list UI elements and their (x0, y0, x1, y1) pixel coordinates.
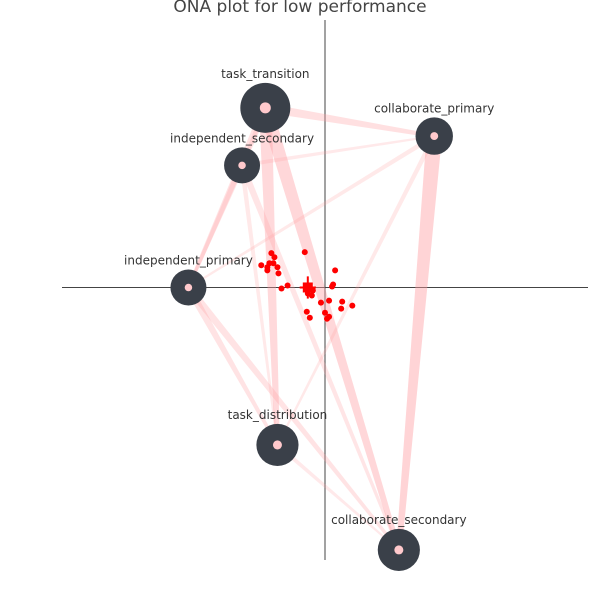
labels-layer: task_transition collaborate_primaryindepe… (124, 67, 494, 527)
node-label-task_distribution: task_distribution (228, 408, 328, 422)
nodes-layer (170, 82, 453, 571)
node-label-task_transition: task_transition (221, 67, 309, 81)
data-point (258, 262, 265, 269)
data-point (284, 282, 291, 289)
node-label-collaborate_secondary: collaborate_secondary (331, 513, 466, 527)
edge-task_transition-task_distribution (258, 107, 280, 446)
node-center-collaborate_secondary (394, 545, 404, 555)
node-label-independent_secondary: independent_secondary (170, 131, 314, 145)
data-point (274, 264, 281, 271)
data-point (303, 308, 310, 315)
node-center-task_distribution (272, 440, 282, 450)
edge-collaborate_primary-independent_primary (187, 134, 436, 289)
node-center-independent_primary (184, 283, 193, 292)
data-point (339, 298, 346, 305)
data-point (349, 302, 356, 309)
data-point (306, 314, 313, 321)
data-point (271, 254, 278, 261)
data-point (324, 315, 331, 322)
data-point (278, 285, 285, 292)
edge-task_transition-collaborate_primary (264, 103, 435, 138)
data-point (308, 292, 315, 299)
data-point (338, 305, 345, 312)
edge-collaborate_primary-task_distribution (276, 135, 437, 446)
edge-independent_primary-task_distribution (185, 285, 279, 446)
edge-independent_secondary-independent_primary (187, 164, 246, 289)
data-point (322, 309, 328, 316)
edge-independent_secondary-collaborate_primary (241, 135, 435, 168)
axes-layer (62, 20, 588, 560)
node-center-independent_secondary (238, 161, 246, 170)
data-point (317, 299, 324, 306)
edge-collaborate_primary-collaborate_secondary (396, 135, 442, 551)
data-point (329, 283, 336, 290)
edge-independent_primary-collaborate_secondary (185, 285, 401, 551)
data-point (275, 270, 282, 277)
edge-task_transition-collaborate_secondary (258, 105, 402, 551)
node-center-task_transition (259, 102, 271, 114)
mean-marker (302, 282, 313, 293)
points-layer (258, 249, 356, 322)
data-point (326, 297, 333, 304)
edges-layer (185, 103, 442, 551)
node-label-independent_primary: independent_primary (124, 253, 253, 267)
data-point (264, 267, 271, 274)
edge-independent_secondary-collaborate_secondary (239, 164, 401, 551)
node-label-collaborate_primary: collaborate_primary (374, 101, 494, 115)
data-point (332, 267, 339, 274)
data-point (301, 249, 308, 256)
chart-title: ONA plot for low performance (173, 0, 427, 17)
edge-task_distribution-collaborate_secondary (276, 443, 400, 551)
edge-independent_secondary-task_distribution (239, 165, 279, 446)
node-center-collaborate_primary (430, 132, 439, 140)
